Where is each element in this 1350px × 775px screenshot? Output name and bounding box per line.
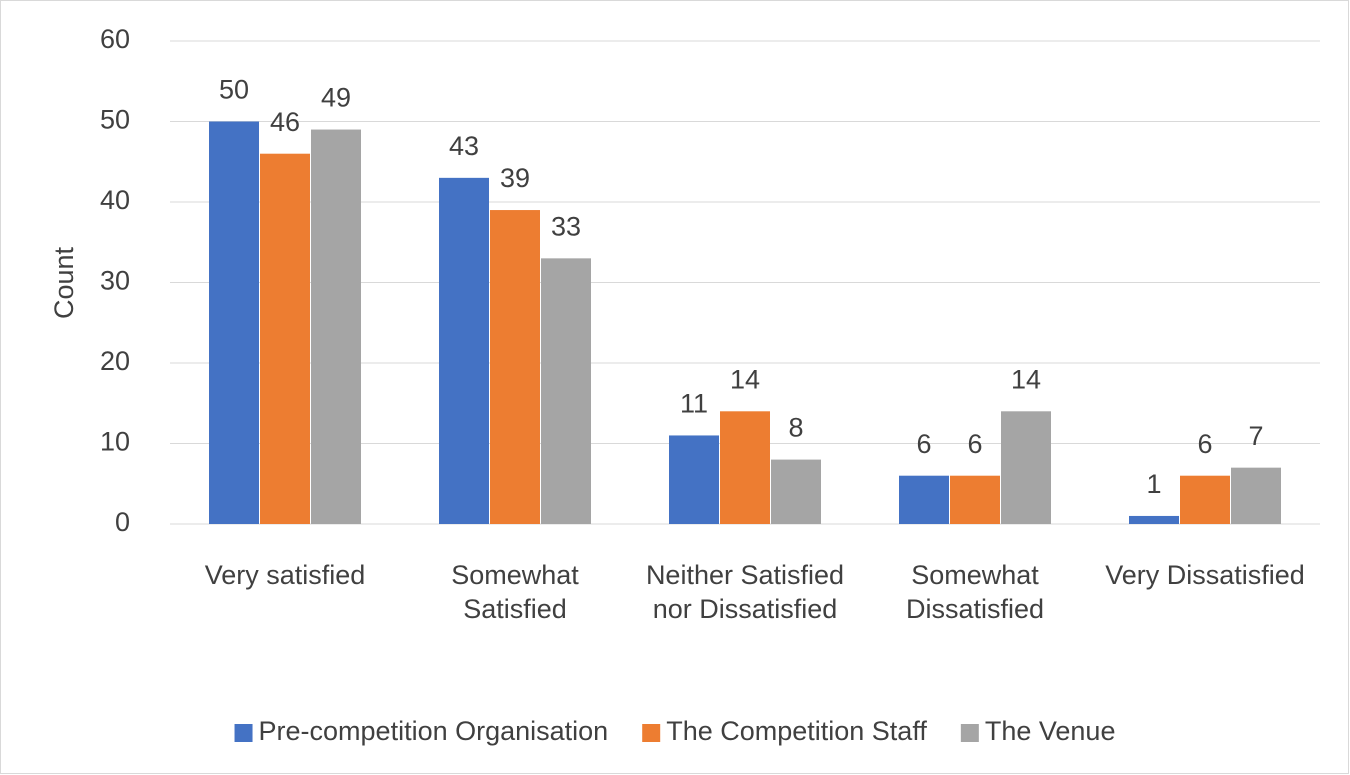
x-tick-label: Very satisfied [204,560,366,590]
bar [1001,411,1051,524]
data-label: 6 [967,429,982,459]
y-tick-label: 10 [100,427,130,457]
bar [950,475,1000,524]
y-tick-label: 30 [100,266,130,296]
bar [669,435,719,524]
data-label: 8 [788,413,803,443]
bar [1129,515,1179,524]
data-label: 33 [551,211,581,241]
bar [1180,475,1230,524]
data-label: 50 [219,75,249,105]
data-label: 49 [321,83,351,113]
y-tick-label: 60 [100,24,130,54]
legend-label: Pre-competition Organisation [259,716,609,746]
y-tick-label: 20 [100,346,130,376]
legend-label: The Venue [985,716,1116,746]
bar [311,129,361,525]
bar [439,177,489,524]
y-axis-label: Count [49,246,79,319]
y-tick-label: 50 [100,105,130,135]
legend-label: The Competition Staff [666,716,927,746]
x-tick-label: Somewhat Satisfied [451,560,579,624]
y-tick-label: 0 [115,507,130,537]
data-label: 39 [500,163,530,193]
legend-swatch [234,724,253,742]
data-label: 43 [449,131,479,161]
bar [260,153,310,524]
data-label: 6 [916,429,931,459]
data-label: 1 [1146,469,1161,499]
x-tick-label: Neither Satisfied nor Dissatisfied [645,560,845,624]
data-label: 6 [1197,429,1212,459]
bar [1231,467,1281,524]
bar [771,459,821,524]
data-label: 11 [680,389,708,419]
data-label: 14 [730,364,760,394]
legend-swatch [642,724,661,742]
data-label: 14 [1011,364,1041,394]
data-label: 46 [270,107,300,137]
bar [209,121,259,524]
x-tick-label: Very Dissatisfied [1105,560,1305,590]
bar [720,411,770,524]
legend-swatch [960,724,979,742]
y-tick-label: 40 [100,185,130,215]
bar [541,258,591,524]
bar [490,210,540,525]
x-tick-label: Somewhat Dissatisfied [905,560,1045,624]
data-label: 7 [1248,421,1263,451]
bar [899,475,949,524]
